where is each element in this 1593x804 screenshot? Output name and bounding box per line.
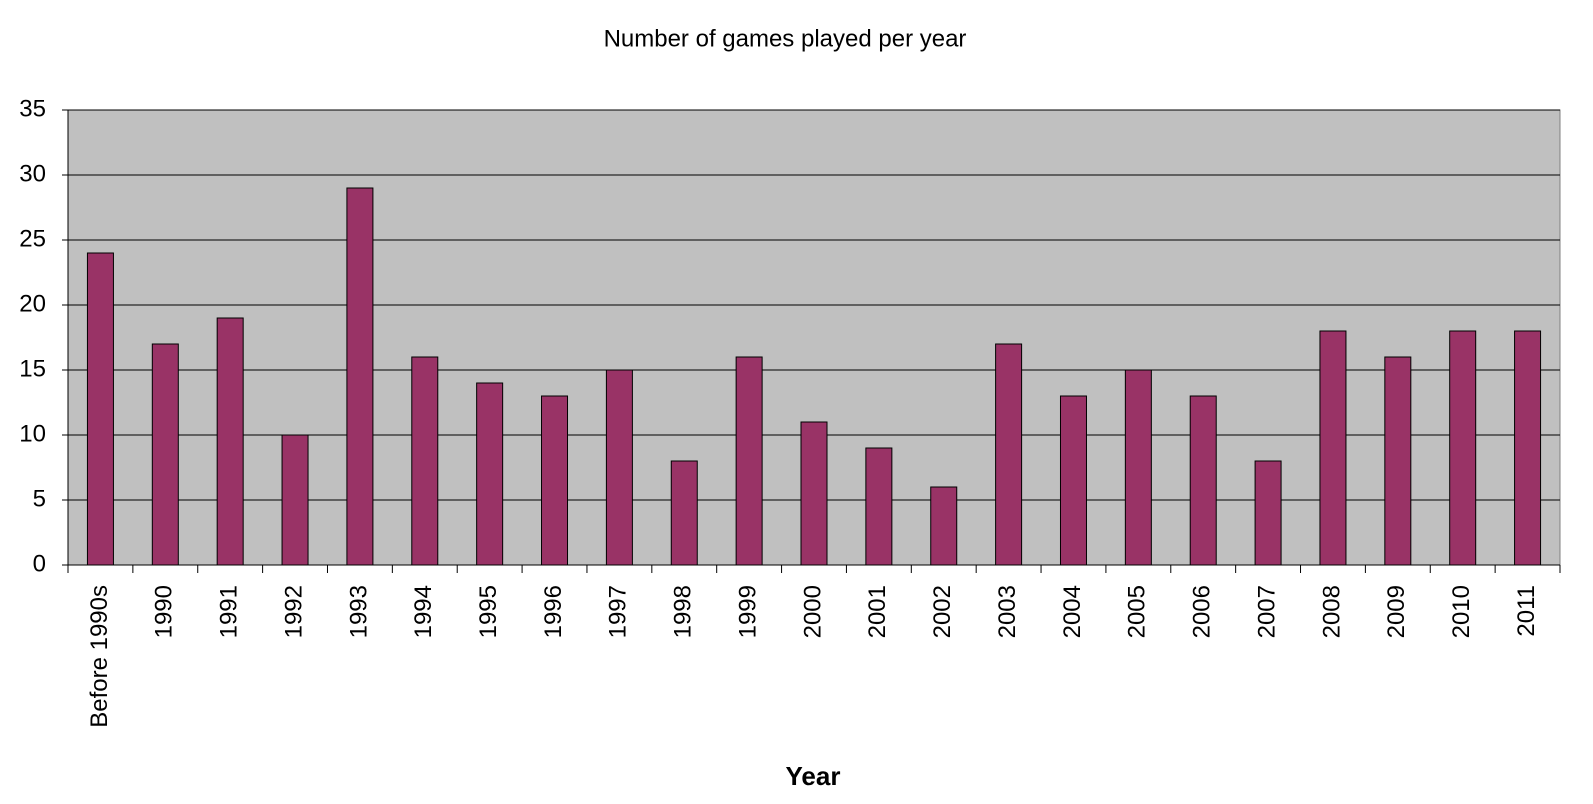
bar (1514, 330, 1542, 566)
chart-title: Number of games played per year (604, 25, 967, 52)
bar (670, 460, 698, 566)
bar (1449, 330, 1477, 566)
x-tick-label: 2003 (994, 585, 1021, 638)
bar (865, 447, 893, 566)
bar (281, 434, 309, 566)
x-tick-label: 1998 (670, 585, 697, 638)
y-tick-label: 10 (19, 420, 46, 447)
y-tick-label: 5 (33, 485, 46, 512)
bar (541, 395, 569, 566)
bar (1124, 369, 1152, 566)
x-tick-label: 2002 (929, 585, 956, 638)
x-tick-label: 1995 (475, 585, 502, 638)
x-tick-label: 1992 (280, 585, 307, 638)
x-axis-label: Year (786, 761, 841, 791)
x-tick-label: 1990 (151, 585, 178, 638)
bar (216, 317, 244, 566)
bar (1059, 395, 1087, 566)
x-tick-label: 1996 (540, 585, 567, 638)
bar (476, 382, 504, 566)
bar (735, 356, 763, 566)
x-tick-label: 2011 (1513, 585, 1540, 637)
y-tick-label: 25 (19, 225, 46, 252)
x-tick-label: 2009 (1383, 585, 1410, 638)
x-tick-label: 2004 (1059, 585, 1086, 638)
bar (995, 343, 1023, 566)
bar (1254, 460, 1282, 566)
bar (151, 343, 179, 566)
y-tick-label: 15 (19, 355, 46, 382)
y-tick-label: 30 (19, 160, 46, 187)
x-tick-label: 2000 (799, 585, 826, 638)
bar (411, 356, 439, 566)
x-tick-label: 2010 (1448, 585, 1475, 638)
y-tick-label: 20 (19, 290, 46, 317)
x-tick-label: 1999 (734, 585, 761, 638)
y-tick-label: 35 (19, 95, 46, 122)
x-tick-label: 2006 (1189, 585, 1216, 638)
bar (1384, 356, 1412, 566)
bar (86, 252, 114, 566)
x-tick-label: 1991 (216, 585, 243, 638)
bar (800, 421, 828, 566)
x-tick-label: 1997 (605, 585, 632, 638)
x-tick-label: Before 1990s (86, 585, 113, 728)
x-tick-label: 1993 (345, 585, 372, 638)
bar (605, 369, 633, 566)
bar (930, 486, 958, 566)
x-tick-label: 2001 (864, 585, 891, 638)
bar (346, 187, 374, 566)
x-tick-label: 2005 (1124, 585, 1151, 638)
bar (1319, 330, 1347, 566)
x-tick-label: 2007 (1253, 585, 1280, 638)
x-tick-label: 2008 (1318, 585, 1345, 638)
y-tick-label: 0 (33, 550, 46, 577)
bar (1189, 395, 1217, 566)
x-tick-label: 1994 (410, 585, 437, 638)
